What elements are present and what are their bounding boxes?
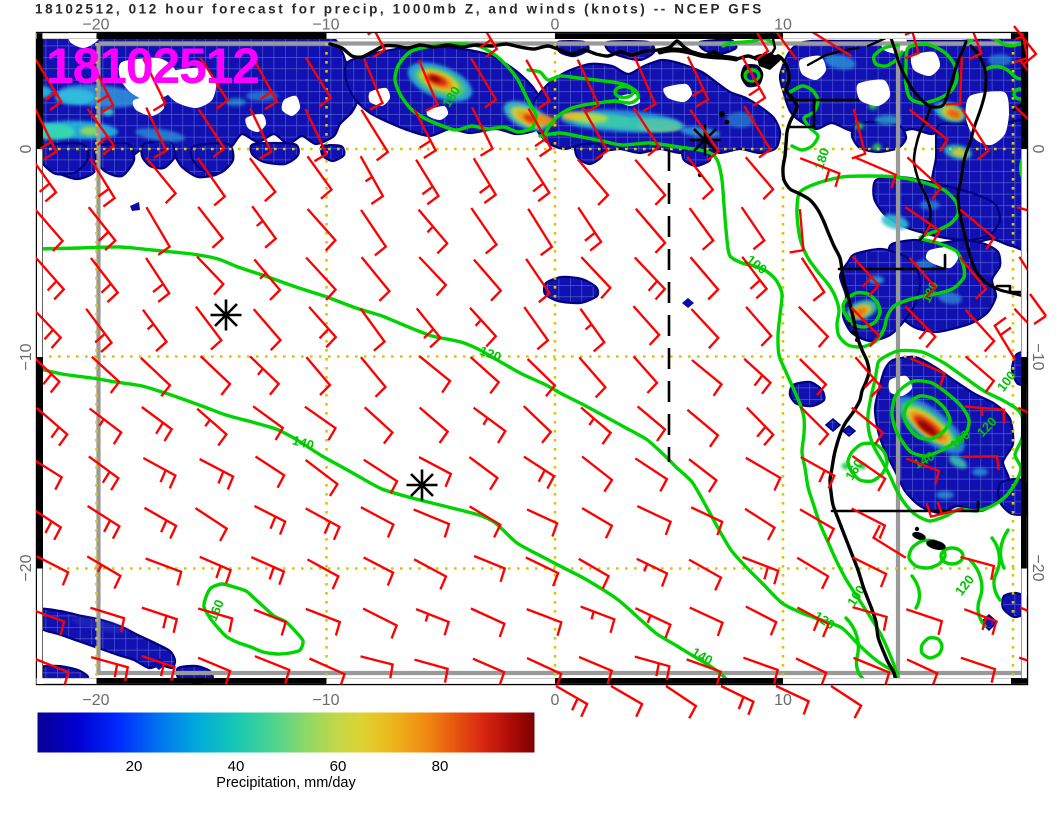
svg-text:10: 10 (774, 692, 792, 709)
svg-text:−20: −20 (82, 692, 109, 709)
svg-text:0: 0 (1029, 145, 1046, 154)
svg-text:−20: −20 (82, 17, 109, 34)
svg-text:−10: −10 (312, 692, 339, 709)
svg-text:80: 80 (432, 758, 449, 775)
svg-text:−20: −20 (1029, 554, 1046, 581)
svg-text:0: 0 (551, 17, 560, 34)
svg-text:40: 40 (228, 758, 245, 775)
svg-text:140: 140 (291, 432, 316, 452)
svg-text:60: 60 (330, 758, 347, 775)
svg-text:Precipitation, mm/day: Precipitation, mm/day (216, 775, 356, 791)
svg-text:−20: −20 (18, 554, 35, 581)
svg-text:10: 10 (774, 17, 792, 34)
svg-text:0: 0 (18, 144, 35, 153)
svg-text:18102512: 18102512 (46, 38, 259, 94)
svg-text:120: 120 (478, 343, 504, 365)
svg-text:−10: −10 (18, 343, 35, 370)
svg-text:−10: −10 (1029, 343, 1046, 370)
svg-text:20: 20 (126, 758, 143, 775)
svg-text:0: 0 (551, 692, 560, 709)
svg-text:−10: −10 (312, 17, 339, 34)
svg-text:18102512, 012 hour forecast fo: 18102512, 012 hour forecast for precip, … (35, 2, 764, 17)
